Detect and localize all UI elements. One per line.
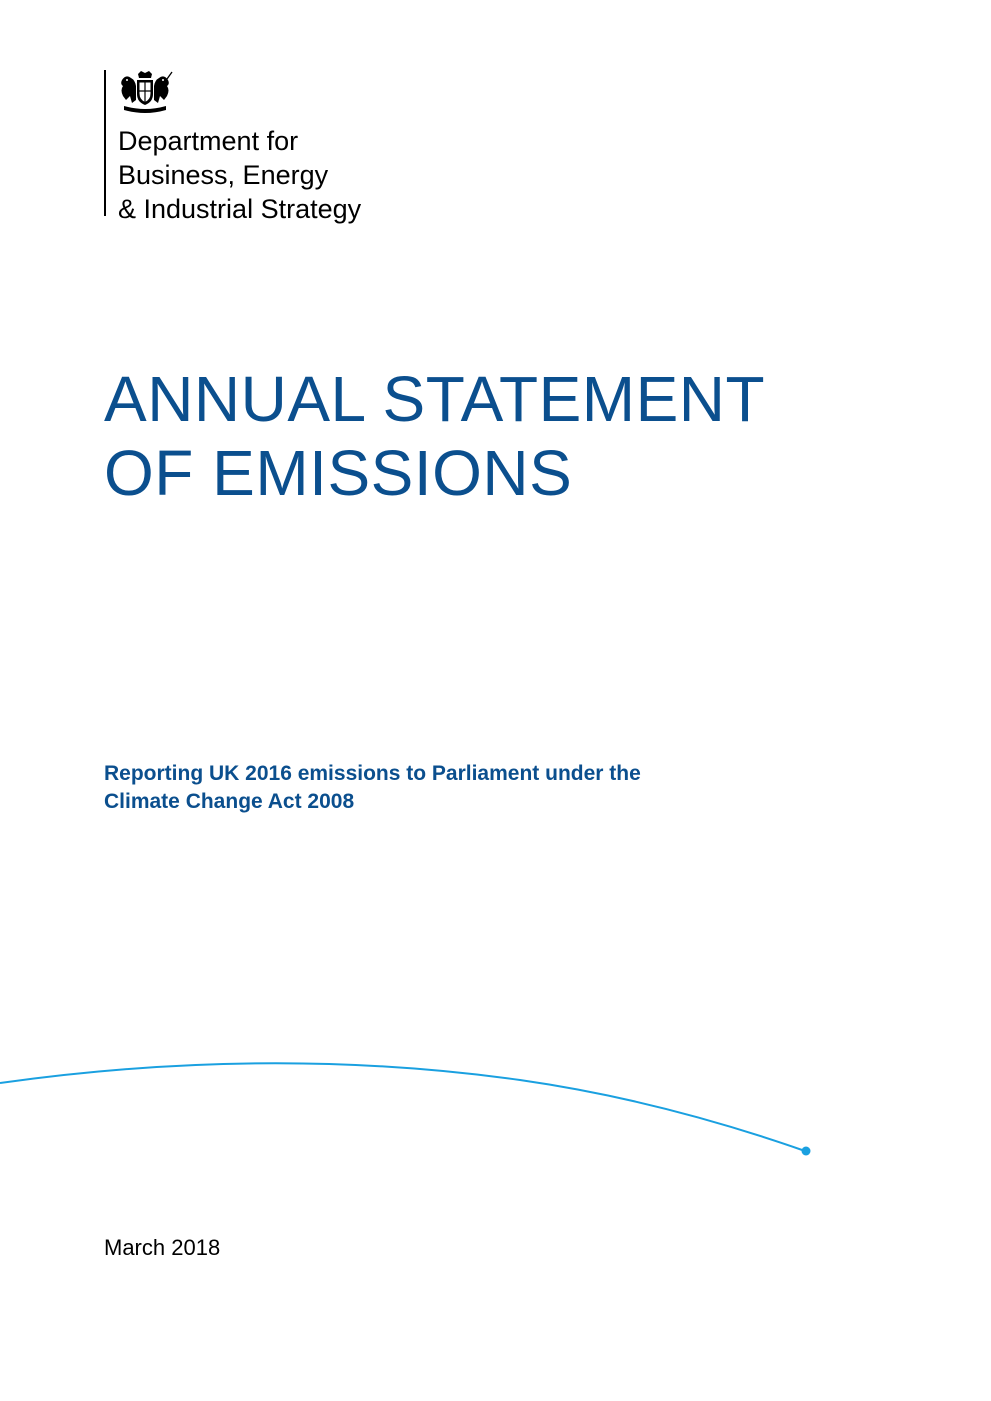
department-name-line-1: Department for bbox=[118, 126, 299, 156]
document-subtitle-line-1: Reporting UK 2016 emissions to Parliamen… bbox=[104, 762, 641, 785]
publication-date: March 2018 bbox=[104, 1235, 221, 1260]
swoosh-curve bbox=[0, 1062, 806, 1152]
document-subtitle: Reporting UK 2016 emissions to Parliamen… bbox=[104, 760, 641, 816]
department-name-line-2: Business, Energy bbox=[118, 160, 329, 190]
department-name-line-3: & Industrial Strategy bbox=[118, 194, 362, 224]
royal-coat-of-arms-icon bbox=[121, 71, 173, 113]
decorative-swoosh bbox=[0, 1062, 811, 1156]
department-logo: Department for Business, Energy & Indust… bbox=[104, 70, 424, 224]
logo-divider bbox=[104, 70, 106, 216]
document-subtitle-line-2: Climate Change Act 2008 bbox=[104, 790, 355, 813]
document-title-line-2: OF EMISSIONS bbox=[104, 437, 573, 509]
department-name: Department for Business, Energy & Indust… bbox=[118, 124, 361, 226]
document-title-line-1: ANNUAL STATEMENT bbox=[104, 363, 766, 435]
document-title: ANNUAL STATEMENT OF EMISSIONS bbox=[104, 362, 765, 510]
swoosh-end-dot bbox=[801, 1146, 811, 1156]
